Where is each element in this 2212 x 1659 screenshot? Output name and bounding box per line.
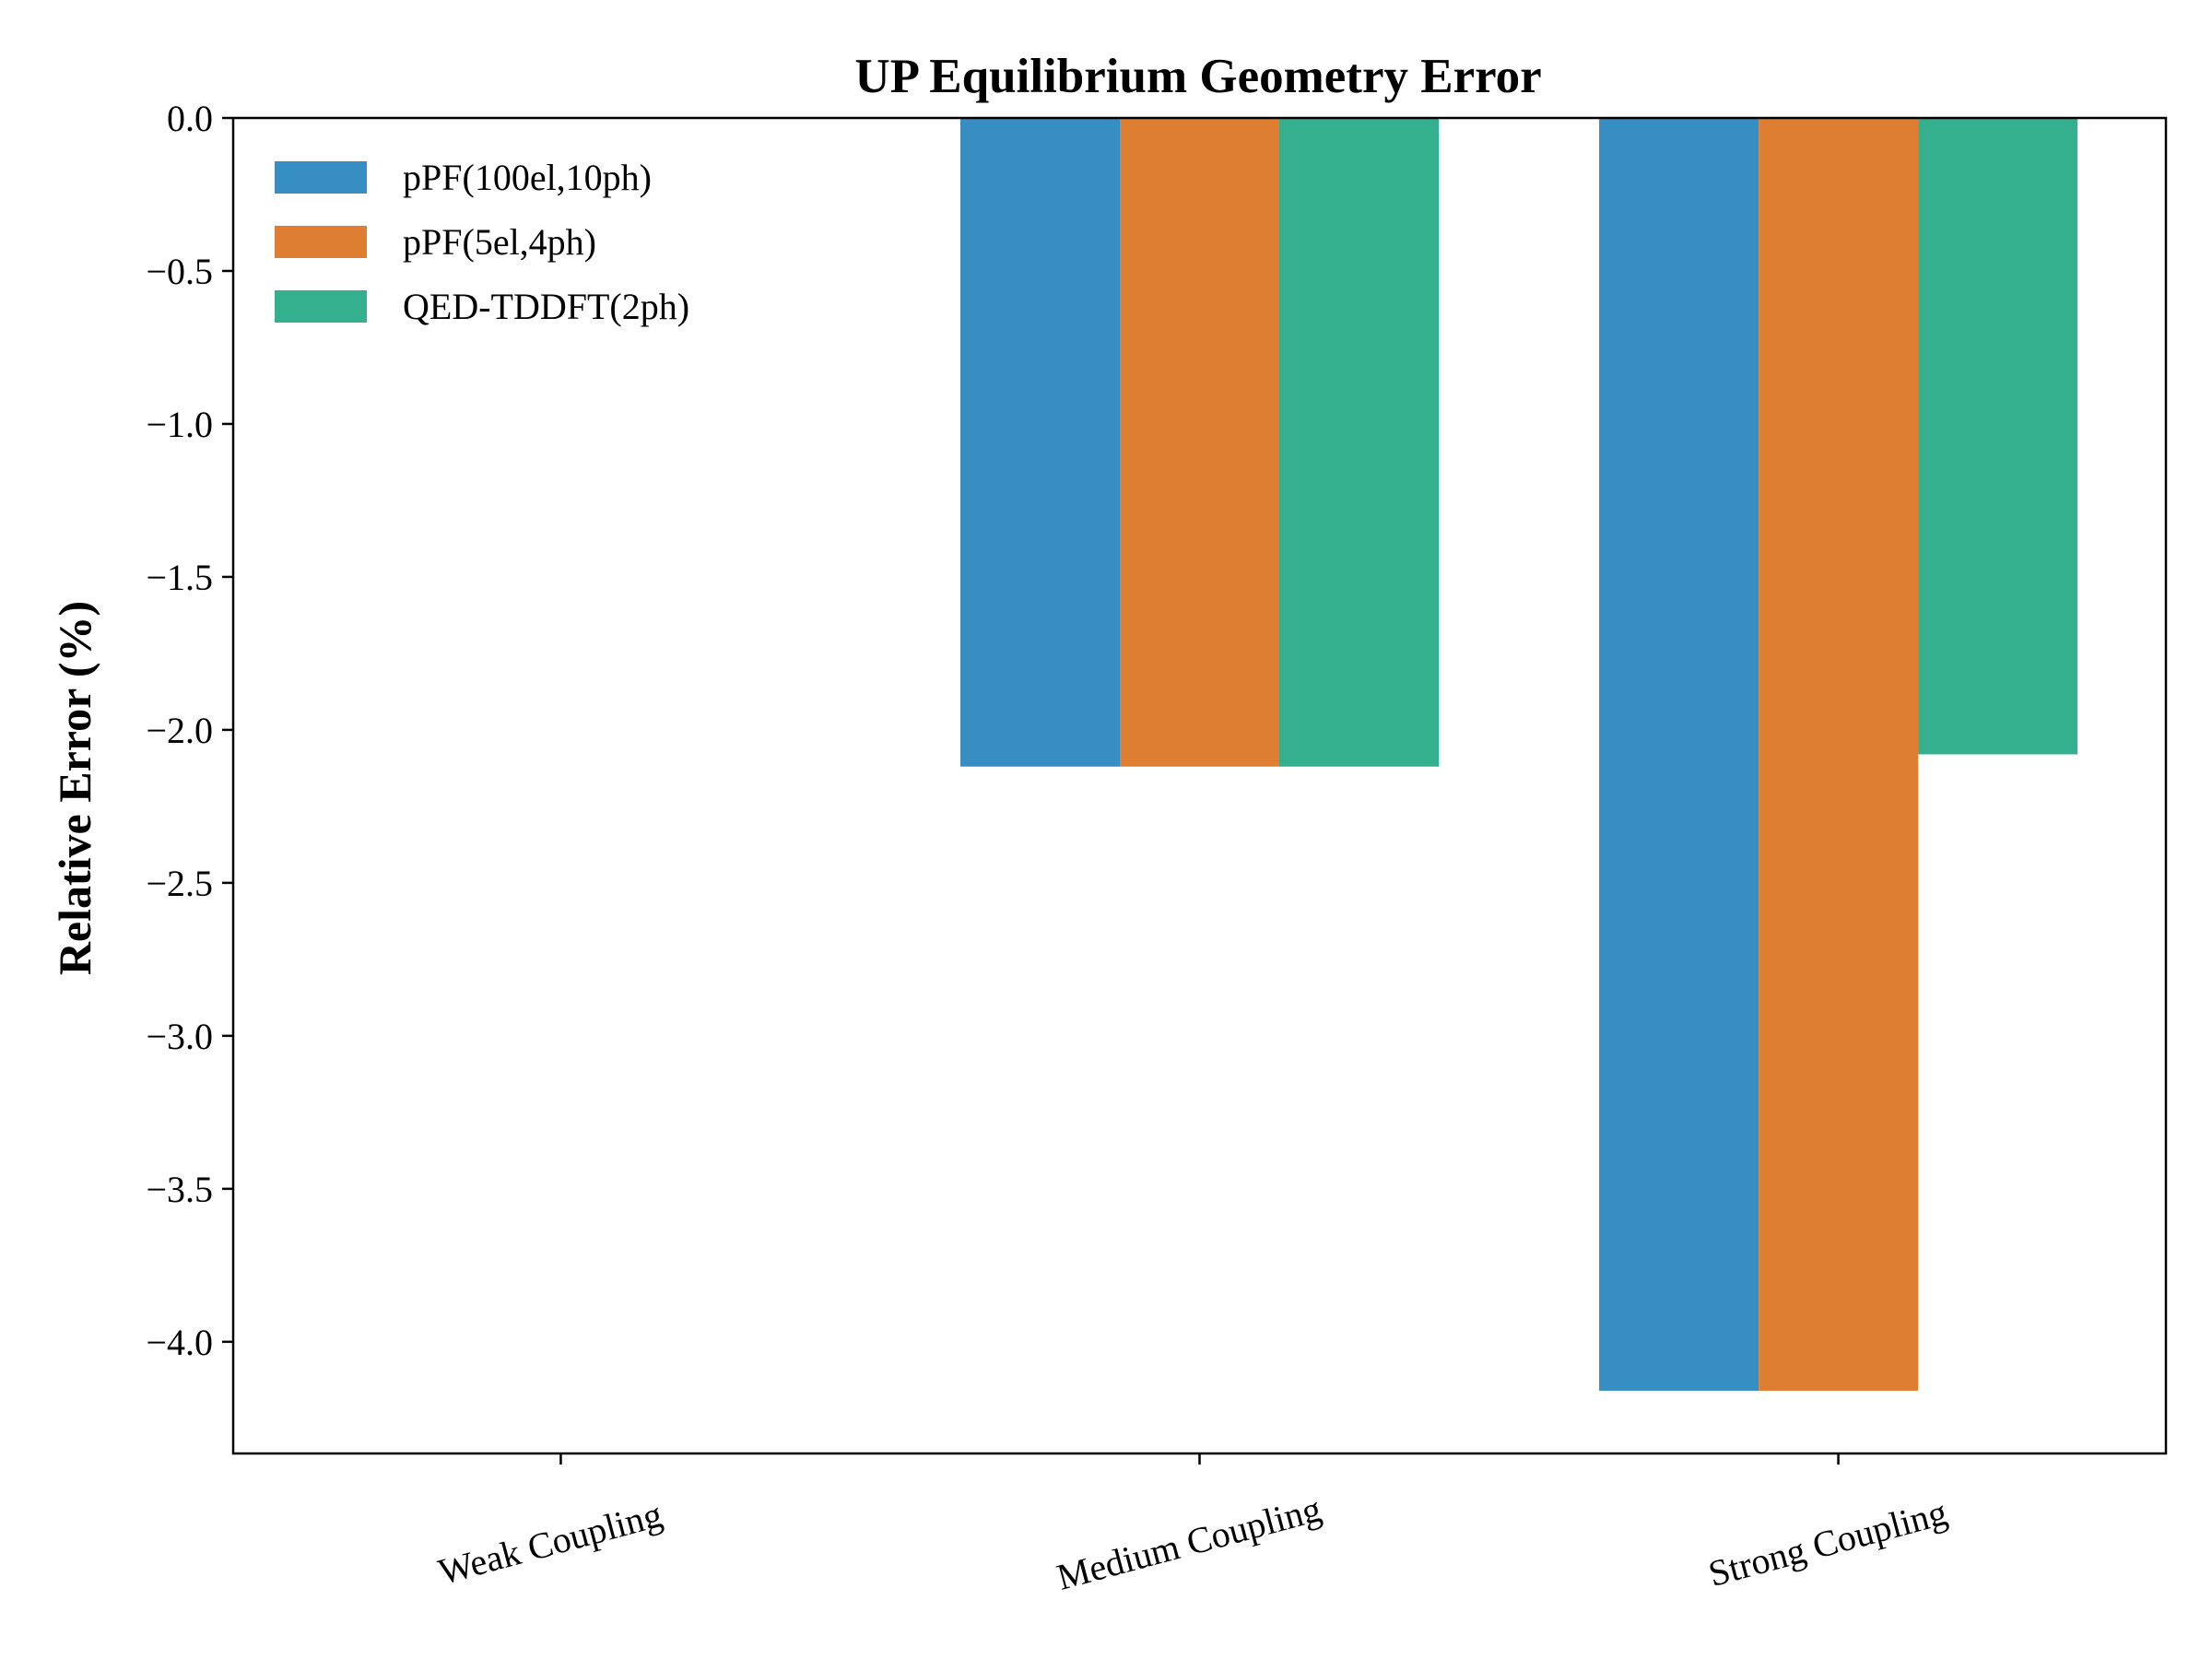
chart-title: UP Equilibrium Geometry Error bbox=[854, 50, 1541, 103]
legend-label: QED-TDDFT(2ph) bbox=[403, 286, 689, 327]
legend: pPF(100el,10ph) pPF(5el,4ph) QED-TDDFT(2ph… bbox=[275, 157, 689, 327]
legend-swatch bbox=[275, 161, 367, 194]
bar-2-3 bbox=[1759, 118, 1919, 1391]
y-tick-label: 0.0 bbox=[167, 98, 213, 139]
y-tick-label: −2.0 bbox=[146, 710, 213, 751]
bar-1-2 bbox=[959, 118, 1120, 767]
y-tick-label: −1.5 bbox=[146, 557, 213, 598]
x-axis: Weak Coupling Medium Coupling Strong Coupl… bbox=[434, 1453, 1951, 1598]
legend-swatch bbox=[275, 290, 367, 323]
y-tick-label: −3.0 bbox=[146, 1016, 213, 1057]
y-axis-label: Relative Error (%) bbox=[49, 601, 100, 975]
bars-layer bbox=[959, 118, 2078, 1391]
x-tick-label: Medium Coupling bbox=[1053, 1488, 1325, 1598]
plot-frame bbox=[231, 116, 2168, 1455]
x-tick-label: Weak Coupling bbox=[434, 1493, 666, 1593]
y-tick-label: −0.5 bbox=[146, 251, 213, 292]
bar-2-2 bbox=[1119, 118, 1280, 767]
y-tick-label: −3.5 bbox=[146, 1169, 213, 1210]
bar-3-3 bbox=[1918, 118, 2078, 755]
bar-3-2 bbox=[1279, 118, 1440, 767]
y-tick-label: −1.0 bbox=[146, 404, 213, 445]
x-tick-label: Strong Coupling bbox=[1704, 1491, 1951, 1594]
y-tick-label: −4.0 bbox=[146, 1322, 213, 1363]
bar-1-3 bbox=[1599, 118, 1759, 1391]
legend-swatch bbox=[275, 226, 367, 258]
y-axis: 0.0 −0.5 −1.0 −1.5 −2.0 −2.5 −3.0 −3.5 −4.0 bbox=[146, 98, 233, 1363]
legend-label: pPF(5el,4ph) bbox=[403, 221, 596, 263]
y-tick-label: −2.5 bbox=[146, 863, 213, 904]
legend-label: pPF(100el,10ph) bbox=[403, 157, 652, 198]
